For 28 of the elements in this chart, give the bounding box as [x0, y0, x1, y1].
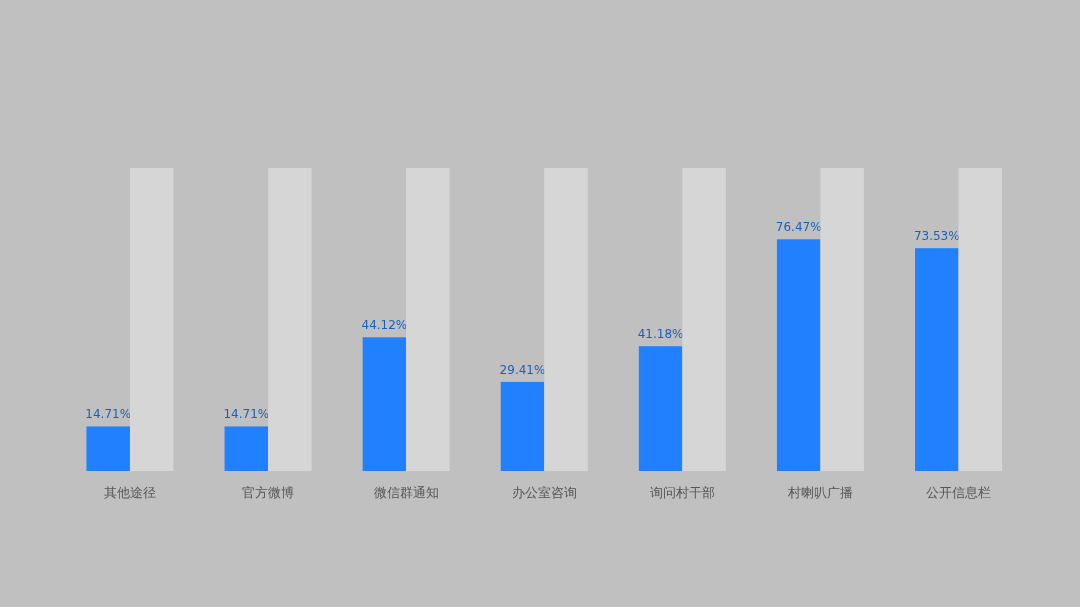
x-tick-label: 办公室咨询 — [511, 485, 577, 500]
bar — [915, 248, 959, 471]
x-tick-label: 询问村干部 — [649, 485, 715, 500]
x-tick-label: 官方微博 — [242, 485, 295, 500]
bar — [682, 168, 726, 471]
x-tick-label: 其他途径 — [103, 485, 156, 500]
bar — [544, 168, 588, 471]
bar — [224, 426, 269, 471]
bar — [958, 168, 1003, 471]
bar — [638, 346, 683, 471]
bar — [362, 337, 407, 471]
x-tick-label: 公开信息栏 — [926, 485, 992, 500]
data-label: 14.71% — [85, 407, 132, 422]
bar — [820, 168, 864, 471]
x-tick-label: 村喇叭广播 — [786, 485, 853, 500]
data-label: 29.41% — [499, 362, 546, 377]
data-label: 76.47% — [775, 220, 822, 235]
bar — [129, 168, 174, 471]
bar — [86, 426, 130, 471]
data-label: 73.53% — [913, 229, 960, 244]
bar — [268, 168, 312, 471]
bar — [500, 381, 545, 471]
bar — [776, 239, 821, 471]
bar — [406, 168, 450, 471]
data-label: 44.12% — [361, 318, 408, 333]
x-tick-label: 微信群通知 — [373, 485, 439, 500]
data-label: 41.18% — [637, 327, 684, 342]
data-label: 14.71% — [223, 407, 270, 422]
